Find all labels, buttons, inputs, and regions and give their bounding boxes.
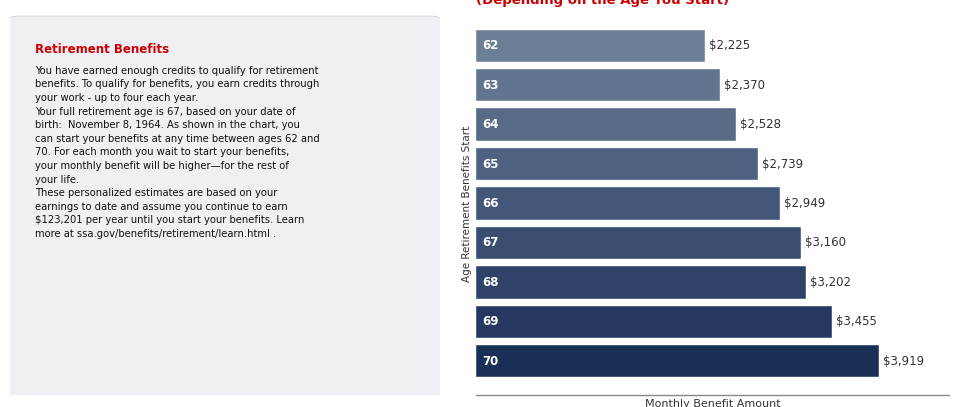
Text: $2,225: $2,225 xyxy=(709,39,750,52)
Text: 62: 62 xyxy=(482,39,499,52)
Text: 65: 65 xyxy=(482,158,499,171)
Text: 66: 66 xyxy=(482,197,499,210)
Bar xyxy=(476,148,758,180)
Text: $2,528: $2,528 xyxy=(740,118,782,131)
Bar xyxy=(476,266,806,298)
Text: $2,949: $2,949 xyxy=(784,197,825,210)
Bar xyxy=(476,306,831,338)
Text: 69: 69 xyxy=(482,315,499,328)
Text: 64: 64 xyxy=(482,118,499,131)
Y-axis label: Age Retirement Benefits Start: Age Retirement Benefits Start xyxy=(462,125,472,282)
Text: $3,160: $3,160 xyxy=(806,236,847,249)
Bar xyxy=(476,69,720,101)
Bar xyxy=(476,227,801,259)
Text: Personalized Monthly Retirement Benefit Estimates
(Depending on the Age You Star: Personalized Monthly Retirement Benefit … xyxy=(476,0,864,7)
Text: Retirement Benefits: Retirement Benefits xyxy=(35,43,170,56)
FancyBboxPatch shape xyxy=(6,16,444,398)
Text: 67: 67 xyxy=(482,236,499,249)
Text: $3,455: $3,455 xyxy=(835,315,877,328)
Bar xyxy=(476,187,780,220)
Text: $2,739: $2,739 xyxy=(762,158,803,171)
Text: $3,202: $3,202 xyxy=(809,276,851,289)
X-axis label: Monthly Benefit Amount: Monthly Benefit Amount xyxy=(644,399,781,407)
Bar xyxy=(476,345,879,377)
Text: 63: 63 xyxy=(482,79,499,92)
Text: 70: 70 xyxy=(482,355,499,368)
Text: You have earned enough credits to qualify for retirement
benefits. To qualify fo: You have earned enough credits to qualif… xyxy=(35,66,320,239)
Text: $3,919: $3,919 xyxy=(883,355,924,368)
Bar xyxy=(476,30,705,62)
Text: 68: 68 xyxy=(482,276,499,289)
Bar xyxy=(476,109,737,141)
Text: $2,370: $2,370 xyxy=(724,79,765,92)
